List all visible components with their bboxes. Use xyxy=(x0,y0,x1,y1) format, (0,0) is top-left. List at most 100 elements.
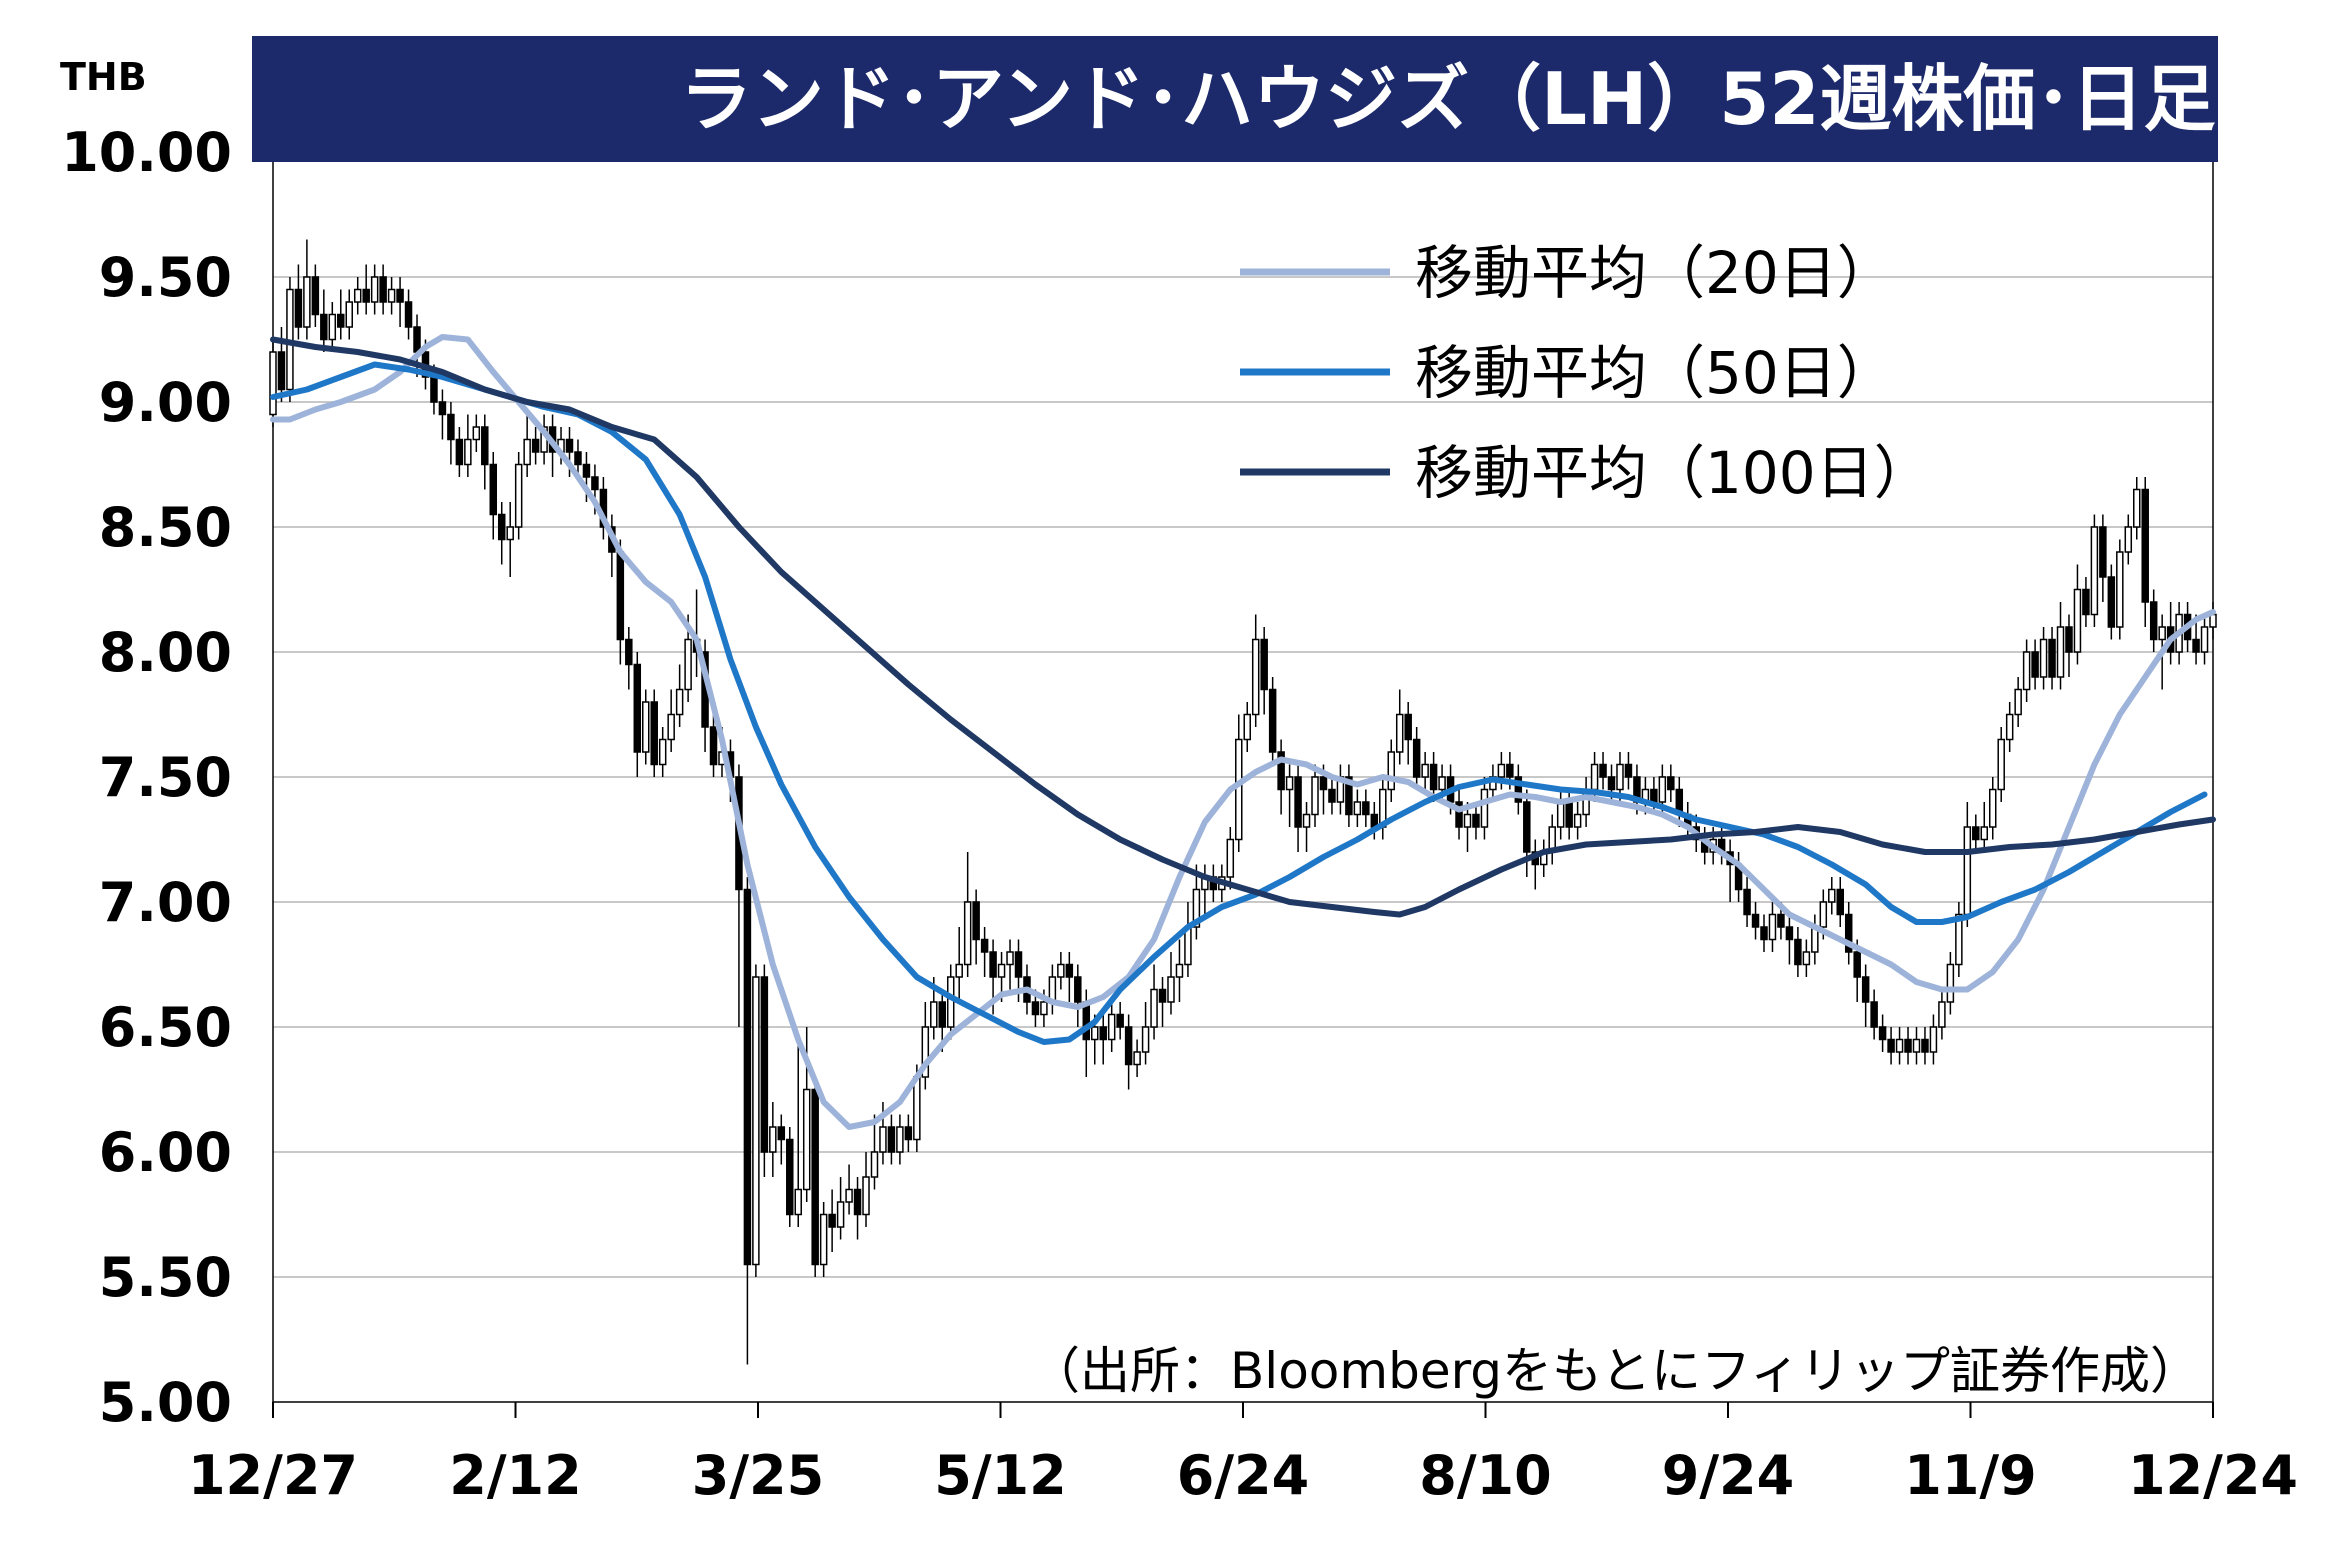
candle-body xyxy=(752,976,760,1266)
candlestick xyxy=(1955,902,1963,977)
candle-body xyxy=(531,438,540,453)
candle-body xyxy=(489,463,498,516)
candle-body xyxy=(2200,626,2209,653)
candle-body xyxy=(1031,1001,1040,1016)
candlestick xyxy=(760,964,769,1177)
candle-body xyxy=(1607,776,1616,791)
legend-label-ma20: 移動平均（20日） xyxy=(1415,239,1895,307)
candlestick xyxy=(362,264,370,315)
candlestick xyxy=(1463,802,1472,852)
candle-body xyxy=(1167,976,1175,1003)
candlestick xyxy=(1887,1027,1895,1065)
candle-body xyxy=(1785,926,1794,941)
candlestick xyxy=(1006,939,1014,990)
candle-body xyxy=(2090,526,2099,616)
candlestick xyxy=(455,427,464,477)
candle-body xyxy=(1268,688,1277,753)
candlestick xyxy=(1938,989,1946,1040)
candle-body xyxy=(379,276,387,303)
candlestick xyxy=(1751,902,1760,940)
candle-body xyxy=(1150,988,1158,1028)
candle-body xyxy=(1980,826,1989,841)
candlestick xyxy=(404,289,413,340)
y-tick-label: 8.00 xyxy=(99,621,232,684)
candlestick xyxy=(1972,814,1980,852)
candle-body xyxy=(684,638,692,691)
candle-body xyxy=(1345,776,1353,816)
candle-body xyxy=(1667,776,1675,791)
candlestick xyxy=(2031,639,2039,690)
x-tick-label: 5/12 xyxy=(934,1444,1066,1507)
candle-body xyxy=(523,438,531,466)
candle-body xyxy=(345,301,353,328)
candle-body xyxy=(1794,938,1802,966)
candlestick xyxy=(2039,627,2048,690)
candlestick xyxy=(1167,952,1175,1015)
candle-body xyxy=(786,1138,794,1216)
candlestick xyxy=(650,689,658,777)
candle-body xyxy=(650,701,658,766)
candlestick xyxy=(2082,577,2090,627)
candle-body xyxy=(1472,813,1480,828)
candle-body xyxy=(997,963,1006,978)
candlestick xyxy=(862,1152,870,1227)
candle-body xyxy=(845,1188,853,1203)
candle-body xyxy=(404,301,413,328)
candlestick xyxy=(345,289,353,340)
candle-body xyxy=(506,526,514,541)
candlestick xyxy=(1260,627,1268,715)
candle-body xyxy=(1514,776,1523,803)
candle-body xyxy=(633,663,642,753)
candlestick xyxy=(1760,914,1768,952)
candlestick xyxy=(1150,964,1158,1040)
x-tick-label: 9/24 xyxy=(1662,1444,1794,1507)
candle-body xyxy=(913,1076,921,1141)
candle-body xyxy=(582,463,591,478)
y-tick-label: 7.00 xyxy=(99,871,232,934)
candle-body xyxy=(497,513,506,541)
candlestick xyxy=(955,927,963,1002)
candlestick xyxy=(1302,802,1311,852)
candle-body xyxy=(2039,638,2048,678)
candle-body xyxy=(1463,813,1472,828)
candlestick xyxy=(1743,877,1751,927)
candle-body xyxy=(1599,763,1607,778)
legend-label-ma50: 移動平均（50日） xyxy=(1415,339,1895,407)
candle-body xyxy=(2192,638,2200,653)
candlestick xyxy=(379,264,387,315)
candle-body xyxy=(1480,788,1489,828)
candle-body xyxy=(946,976,955,1028)
candle-body xyxy=(1878,1026,1887,1041)
candlestick xyxy=(311,264,320,327)
y-axis-unit: THB xyxy=(60,55,147,99)
candle-body xyxy=(1828,888,1836,903)
candlestick xyxy=(1988,777,1997,840)
candlestick xyxy=(2141,477,2149,627)
candlestick xyxy=(1057,952,1065,990)
candlestick xyxy=(1116,1002,1124,1040)
candle-body xyxy=(430,376,438,403)
candle-body xyxy=(811,1088,819,1266)
candle-body xyxy=(887,1126,896,1153)
candle-body xyxy=(311,276,320,316)
candlestick xyxy=(353,277,362,315)
candle-body xyxy=(667,713,675,741)
candle-body xyxy=(1573,813,1582,828)
candlestick xyxy=(1836,877,1844,927)
candlestick xyxy=(1395,689,1404,765)
candle-body xyxy=(1090,1026,1099,1041)
candle-body xyxy=(1226,838,1235,878)
candlestick xyxy=(2073,564,2082,665)
candle-body xyxy=(2082,588,2090,616)
candle-body xyxy=(1192,888,1201,928)
candlestick xyxy=(1412,727,1421,790)
candlestick xyxy=(1667,764,1675,802)
candlestick xyxy=(633,652,642,777)
candle-body xyxy=(1387,751,1396,791)
candle-body xyxy=(980,938,989,953)
candle-body xyxy=(760,976,769,1153)
candlestick xyxy=(1133,1039,1141,1077)
candlestick xyxy=(269,339,277,427)
candle-body xyxy=(294,288,303,328)
candle-body xyxy=(1421,763,1429,778)
